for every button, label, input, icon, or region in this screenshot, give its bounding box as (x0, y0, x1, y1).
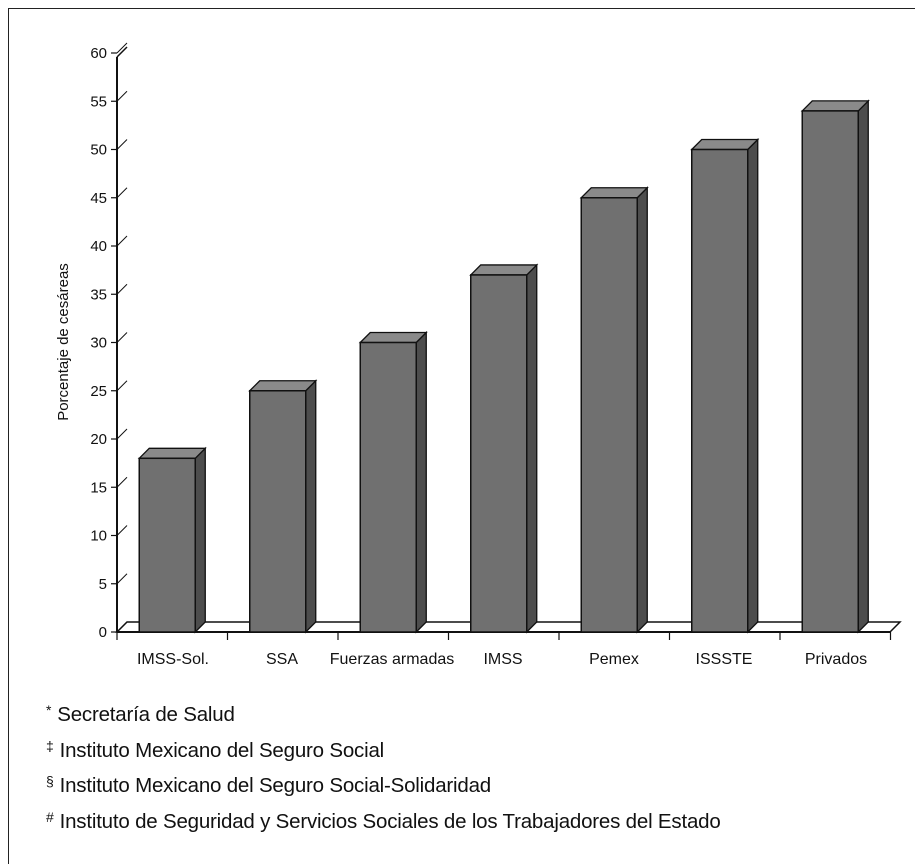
bar (248, 379, 318, 634)
x-category-label: Privados (805, 651, 867, 668)
y-tick-label: 0 (99, 624, 107, 641)
footnote-mark: § (46, 773, 54, 789)
bar-front (580, 197, 638, 633)
bar-top (469, 264, 539, 276)
bar (579, 186, 649, 634)
y-tick-label: 15 (90, 479, 107, 496)
y-tick-depth (116, 90, 128, 102)
bar (137, 446, 207, 634)
bar-front (138, 457, 196, 633)
y-tick-depth (116, 573, 128, 585)
x-category-label: IMSS-Sol. (137, 651, 209, 668)
y-tick-depth (116, 476, 128, 488)
y-axis-cap (116, 46, 128, 58)
bar-top (690, 138, 760, 151)
footnote-row: ‡ Instituto Mexicano del Seguro Social (46, 731, 906, 767)
bar-front (249, 390, 307, 633)
x-category-label: Pemex (589, 651, 639, 668)
bar (469, 263, 539, 634)
footnote-row: * Secretaría de Salud (46, 695, 906, 731)
y-tick-label: 5 (99, 576, 107, 593)
bar-side (857, 99, 869, 634)
y-tick-label: 55 (90, 93, 107, 110)
y-tick-label: 35 (90, 286, 107, 303)
bar-side (194, 446, 206, 634)
x-category-label: IMSS (483, 651, 522, 668)
y-tick-label: 30 (90, 335, 107, 352)
bar-side (526, 263, 538, 634)
y-tick-depth (116, 187, 128, 199)
footnote-mark: # (46, 808, 54, 825)
x-category-label: SSA (266, 651, 298, 668)
y-axis: 0 5 10 15 20 25 30 35 40 45 50 55 60 (90, 42, 128, 641)
bar-side (305, 379, 317, 634)
y-tick-label: 50 (90, 142, 107, 159)
y-tick-label: 20 (90, 431, 107, 448)
footnote-mark: ‡ (46, 737, 54, 754)
y-tick-label: 25 (90, 383, 107, 400)
bar-front (470, 274, 528, 633)
footnote-text: Instituto Mexicano del Seguro Social (59, 738, 385, 762)
footnote-text: Instituto Mexicano del Seguro Social-Sol… (59, 774, 492, 797)
y-tick-label: 45 (90, 190, 107, 207)
bar-side (636, 186, 648, 634)
y-tick-depth (116, 42, 128, 54)
bar-front (359, 341, 417, 633)
y-tick-label: 40 (90, 238, 107, 255)
y-axis-label: Porcentaje de cesáreas (55, 263, 72, 421)
y-tick-depth (116, 525, 128, 536)
y-tick-depth (116, 139, 128, 150)
footnote-mark: * (46, 702, 52, 718)
footnote-row: § Instituto Mexicano del Seguro Social-So… (46, 766, 906, 802)
bar-top (137, 447, 207, 459)
y-tick-depth (116, 428, 128, 440)
figure-frame (8, 8, 915, 864)
footnote-text: Secretaría de Salud (57, 703, 235, 726)
bar (690, 137, 760, 634)
bars (137, 99, 870, 634)
y-tick-depth (116, 380, 128, 392)
bar (358, 330, 428, 634)
footnote-text: Instituto de Seguridad y Servicios Socia… (59, 809, 721, 833)
bar-top (579, 187, 649, 199)
x-category-label: Fuerzas armadas (330, 651, 455, 668)
bar (800, 99, 870, 634)
bar-front (691, 148, 749, 633)
y-tick-depth (116, 621, 128, 633)
x-axis-labels: IMSS-Sol. SSA Fuerzas armadas IMSS Pemex ISSS… (137, 651, 867, 668)
bar-top (800, 100, 870, 112)
y-tick-label: 60 (90, 45, 107, 62)
bar-top (248, 380, 318, 392)
y-tick-depth (116, 283, 128, 295)
y-tick-depth (116, 332, 128, 343)
bar-side (747, 137, 759, 634)
bar-chart: 0 5 10 15 20 25 30 35 40 45 50 55 60 IMSS-Sol. SSA Fue… (55, 42, 902, 668)
footnote-row: # Instituto de Seguridad y Servicios Soci… (46, 802, 906, 838)
bar-top (358, 331, 428, 344)
x-category-label: ISSSTE (696, 651, 753, 668)
y-tick-depth (116, 235, 128, 247)
y-tick-label: 10 (90, 528, 107, 545)
bar-front (801, 110, 859, 633)
footnotes: * Secretaría de Salud ‡ Instituto Mexicano… (46, 695, 906, 837)
bar-side (415, 330, 427, 634)
